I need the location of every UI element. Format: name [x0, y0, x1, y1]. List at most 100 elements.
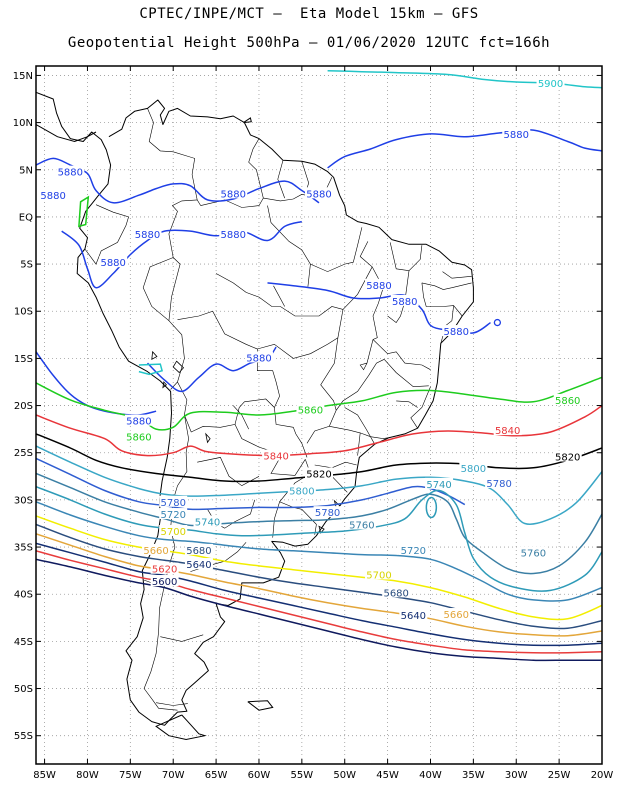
- contour-label-bg: [99, 256, 128, 268]
- lat-tick-label: 30S: [14, 495, 33, 506]
- contour-label-bg: [502, 127, 531, 139]
- political-border: [314, 461, 357, 469]
- contour-5780: [36, 457, 466, 511]
- contour-label: 5660: [443, 610, 468, 621]
- contour-label: 5820: [306, 469, 331, 480]
- lat-tick-label: 10S: [14, 307, 33, 318]
- contour-label-bg: [536, 76, 565, 88]
- contour-label-bg: [399, 543, 428, 555]
- lat-tick-label: 50S: [14, 684, 33, 695]
- political-border: [147, 108, 201, 206]
- contour-label: 5860: [555, 396, 580, 407]
- contour-label: 5700: [366, 570, 391, 581]
- lon-tick-label: 40W: [419, 770, 442, 781]
- contour-label: 5680: [186, 546, 211, 557]
- contour-label-bg: [159, 525, 188, 537]
- contour-label-bg: [56, 165, 85, 177]
- contour-label-bg: [485, 476, 514, 488]
- political-border: [273, 285, 285, 307]
- contour-label-bg: [142, 543, 171, 555]
- contour-label-bg: [219, 227, 248, 239]
- coastline-fragment: [243, 117, 252, 124]
- political-border: [372, 339, 431, 370]
- contour-label-bg: [553, 450, 582, 462]
- political-border: [383, 359, 429, 388]
- contour-label: 5820: [555, 453, 580, 464]
- contour-5680: [36, 523, 602, 630]
- lon-tick-label: 65W: [205, 770, 228, 781]
- contour-label: 5800: [289, 486, 314, 497]
- contour-label: 5900: [538, 79, 563, 90]
- contour-layer: [36, 69, 602, 662]
- contour-label: 5660: [143, 546, 168, 557]
- contour-label-bg: [365, 278, 394, 290]
- political-border: [442, 271, 472, 279]
- lon-tick-label: 50W: [333, 770, 356, 781]
- lon-tick-label: 35W: [462, 770, 485, 781]
- contour-label-bg: [124, 430, 153, 442]
- contour-5880: [61, 220, 303, 289]
- contour-5760: [36, 472, 602, 575]
- contour-label: 5880: [306, 189, 331, 200]
- contour-label: 5880: [504, 130, 529, 141]
- contour-label: 5760: [521, 549, 546, 560]
- political-border: [371, 266, 384, 340]
- contour-label-bg: [150, 575, 179, 587]
- contour-label: 5880: [221, 230, 246, 241]
- contour-label: 5880: [443, 327, 468, 338]
- contour-label-bg: [133, 227, 162, 239]
- contour-5660: [36, 533, 602, 637]
- contour-label-bg: [365, 568, 394, 580]
- contour-label-bg: [159, 508, 188, 520]
- lake-outline: [205, 432, 211, 444]
- contour-label: 5860: [298, 405, 323, 416]
- lon-tick-label: 25W: [548, 770, 571, 781]
- lake-outline: [162, 381, 167, 389]
- political-border: [232, 405, 249, 430]
- contour-5720: [36, 501, 602, 602]
- political-border: [177, 381, 275, 433]
- political-border: [168, 199, 198, 258]
- contour-label-bg: [519, 546, 548, 558]
- lon-tick-label: 85W: [33, 770, 56, 781]
- lat-tick-label: 45S: [14, 637, 33, 648]
- coastline-fragment: [155, 714, 207, 741]
- contour-label: 5760: [349, 520, 374, 531]
- contour-label: 5700: [160, 527, 185, 538]
- contour-label-bg: [553, 393, 582, 405]
- contour-label-bg: [382, 586, 411, 598]
- political-border: [421, 282, 463, 317]
- political-border: [387, 270, 410, 324]
- contour-label: 5880: [100, 258, 125, 269]
- contour-5800: [36, 445, 602, 525]
- contour-5900: [327, 69, 602, 89]
- political-border: [215, 273, 344, 317]
- contour-label: 5860: [126, 433, 151, 444]
- political-border: [342, 241, 373, 310]
- contour-label: 5880: [40, 191, 65, 202]
- contour-5600: [36, 558, 602, 662]
- political-border: [344, 407, 375, 445]
- map-frame: [35, 65, 603, 765]
- contour-label: 5840: [263, 452, 288, 463]
- lon-tick-label: 45W: [376, 770, 399, 781]
- map-title-line1: CPTEC/INPE/MCT – Eta Model 15km – GFS: [139, 6, 479, 22]
- contour-label-bg: [219, 187, 248, 199]
- lon-tick-label: 55W: [291, 770, 314, 781]
- contour-label: 5880: [246, 353, 271, 364]
- contour-5740-closed: [425, 496, 438, 519]
- contour-label: 5880: [135, 230, 160, 241]
- political-border: [335, 359, 385, 411]
- contour-labels: 5900 5880 5880 5880 5880 5880 5880 5880 5880 5880…: [39, 76, 582, 622]
- lat-tick-label: 5S: [20, 260, 33, 271]
- contour-label-bg: [425, 477, 454, 489]
- political-border: [410, 386, 431, 429]
- contour-label-bg: [184, 543, 213, 555]
- political-border: [267, 205, 311, 287]
- political-border: [320, 309, 344, 411]
- contour-label-bg: [124, 414, 153, 426]
- contour-label: 5880: [58, 168, 83, 179]
- lon-tick-label: 75W: [119, 770, 142, 781]
- contour-label: 5740: [426, 480, 451, 491]
